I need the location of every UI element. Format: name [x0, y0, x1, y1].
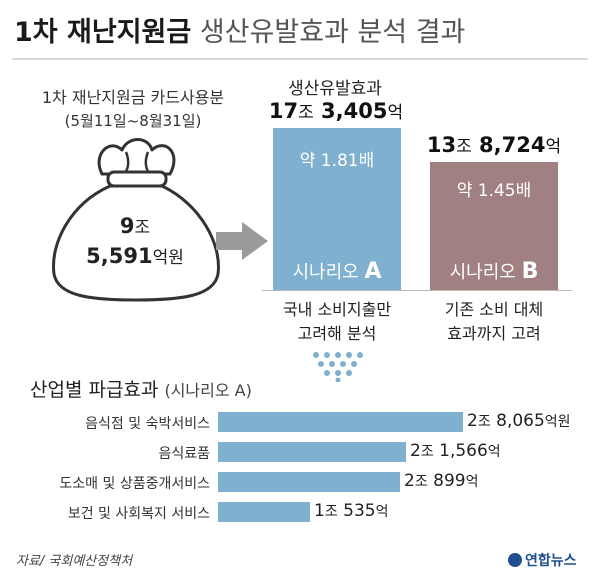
scenario-b-label: 시나리오 B: [430, 258, 558, 284]
yonhap-logo: 연합뉴스: [508, 550, 577, 570]
card-usage-label: 1차 재난지원금 카드사용분: [41, 88, 225, 107]
industry-bar: [218, 442, 406, 462]
scenario-b-value-eok: 8,724: [479, 133, 546, 157]
card-amount-jo-unit: 조: [134, 218, 151, 238]
scenario-b-label-letter: B: [521, 259, 539, 284]
industry-category-label: 도소매 및 상품중개서비스: [59, 476, 210, 492]
industry-bar: [218, 412, 463, 432]
logo-text: 연합뉴스: [525, 553, 577, 569]
scenario-a-label-prefix: 시나리오: [292, 262, 365, 283]
scenario-b-ratio: 약 1.45배: [456, 181, 532, 201]
title-divider: [12, 58, 588, 60]
scenario-a-value-eok: 3,405: [321, 99, 388, 123]
industry-category-label: 음식료품: [158, 446, 210, 462]
card-amount-jo: 9: [119, 214, 135, 238]
industry-chart-title: 산업별 파급효과 (시나리오 A): [30, 375, 252, 402]
scenario-b-value-jo: 13: [426, 133, 457, 157]
industry-value-label: 1조 535억: [314, 501, 389, 521]
title-main: 1차 재난지원금: [14, 17, 192, 48]
card-amount: 9조 5,591억원: [40, 212, 230, 272]
industry-value-label: 2조 8,065억원: [467, 411, 571, 431]
scenario-b-label-prefix: 시나리오: [449, 262, 522, 283]
industry-value-label: 2조 1,566억: [410, 441, 501, 461]
scenario-b-value: 13조 8,724억: [424, 132, 564, 157]
right-arrow-icon: [216, 222, 268, 260]
scenario-b-unit-jo: 조: [456, 137, 472, 157]
bars-baseline: [262, 290, 572, 291]
scenario-b-bar: [430, 162, 558, 290]
scenario-b-desc-line2: 효과까지 고려: [447, 324, 541, 343]
scenario-a-unit-eok: 억: [387, 103, 404, 123]
card-amount-eok: 5,591: [86, 244, 153, 268]
scenario-a-label-letter: A: [364, 259, 382, 284]
industry-title-main: 산업별 파급효과: [30, 379, 159, 401]
scenario-b-desc-line1: 기존 소비 대체: [444, 300, 544, 319]
logo-mark-icon: [508, 553, 522, 567]
scenario-a-value-jo: 17: [268, 99, 299, 123]
scenario-b-unit-eok: 억: [545, 137, 562, 157]
title-sub: 생산유발효과 분석 결과: [199, 17, 466, 48]
scenario-a-description: 국내 소비지출만 고려해 분석: [262, 298, 412, 346]
scenario-a-title: 생산유발효과: [288, 79, 382, 99]
money-bag-icon: [52, 138, 220, 302]
industry-category-label: 보건 및 사회복지 서비스: [67, 506, 210, 522]
scenario-a-value: 17조 3,405억: [266, 98, 406, 123]
scenario-a-desc-line1: 국내 소비지출만: [282, 300, 392, 319]
industry-bar: [218, 472, 400, 492]
scenario-a-unit-jo: 조: [298, 103, 314, 123]
industry-title-sub: (시나리오 A): [164, 381, 252, 400]
scenario-a-ratio: 약 1.81배: [299, 151, 375, 171]
card-usage-period: (5월11일~8월31일): [64, 112, 202, 130]
industry-value-label: 2조 899억: [404, 471, 479, 491]
scenario-a-label: 시나리오 A: [273, 258, 401, 284]
industry-bar: [218, 502, 310, 522]
source-note: 자료/ 국회예산정책처: [16, 554, 133, 569]
dotted-down-arrow-icon: [313, 352, 363, 382]
scenario-b-description: 기존 소비 대체 효과까지 고려: [419, 298, 569, 346]
industry-category-label: 음식점 및 숙박서비스: [85, 416, 210, 432]
card-amount-eok-unit: 억원: [152, 248, 184, 268]
scenario-a-desc-line2: 고려해 분석: [297, 324, 377, 343]
page-title: 1차 재난지원금 생산유발효과 분석 결과: [14, 10, 465, 49]
scenario-a-bar: [273, 128, 401, 290]
